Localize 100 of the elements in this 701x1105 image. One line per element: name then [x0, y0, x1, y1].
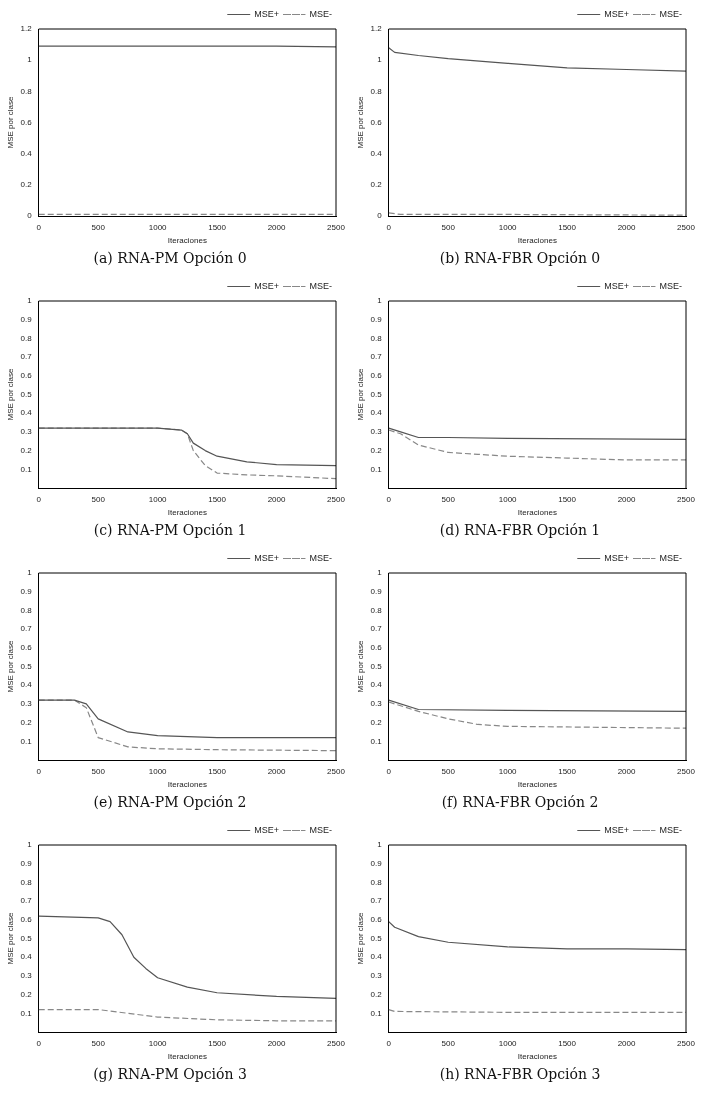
x-tick-label: 2500 — [677, 495, 696, 504]
y-tick-label: 0 — [27, 211, 33, 221]
x-tick-label: 2500 — [677, 1039, 696, 1048]
text: (e) RNA-PM Opción 2 — [93, 794, 247, 811]
x-tick-label: 1000 — [148, 1039, 168, 1048]
y-tick-label: 0.8 — [370, 333, 383, 343]
y-tick-label: 0.4 — [20, 408, 33, 418]
y-tick-label: 0.7 — [370, 896, 383, 906]
legend-label: MSE- — [659, 8, 682, 19]
x-tick-label: 1500 — [208, 495, 227, 504]
text: (d) RNA-FBR Opción 1 — [439, 522, 601, 539]
y-tick-label: 0.8 — [20, 333, 33, 343]
x-tick-label: 2500 — [677, 767, 696, 776]
y-tick-label: 0.3 — [20, 971, 33, 981]
y-axis-title: MSE por clase — [6, 95, 15, 149]
x-tick-label: 2500 — [327, 495, 346, 504]
y-tick-label: 0.4 — [20, 680, 33, 690]
x-tick-label: 1000 — [148, 495, 168, 504]
x-tick-label: 0 — [36, 1039, 42, 1048]
legend-label: MSE- — [659, 552, 682, 563]
x-tick-label: 2500 — [327, 1039, 346, 1048]
y-tick-label: 0.7 — [370, 624, 383, 634]
x-tick-label: 0 — [36, 767, 42, 776]
x-tick-label: 2000 — [617, 223, 636, 232]
y-tick-label: 0.2 — [370, 989, 383, 999]
y-tick-label: 0.1 — [370, 464, 383, 474]
x-axis-title: Iteraciones — [517, 1051, 557, 1061]
y-tick-label: 1 — [377, 296, 383, 306]
y-tick-label: 0.5 — [370, 389, 383, 399]
legend-label: MSE- — [309, 8, 332, 19]
x-tick-label: 1000 — [148, 767, 168, 776]
x-tick-label: 1500 — [558, 223, 577, 232]
y-tick-label: 0.4 — [370, 148, 383, 158]
y-tick-label: 0.5 — [370, 661, 383, 671]
x-tick-label: 2500 — [327, 223, 346, 232]
legend-label: MSE+ — [254, 8, 280, 19]
y-tick-label: 1 — [27, 296, 33, 306]
y-tick-label: 0.7 — [20, 624, 33, 634]
y-tick-label: 0.5 — [370, 933, 383, 943]
x-tick-label: 500 — [91, 1039, 106, 1048]
x-tick-label: 0 — [386, 495, 392, 504]
y-tick-label: 0.8 — [20, 877, 33, 887]
x-tick-label: 2000 — [267, 767, 286, 776]
y-tick-label: 0.1 — [370, 736, 383, 746]
y-tick-label: 0 — [377, 211, 383, 221]
y-tick-label: 0.1 — [370, 1008, 383, 1018]
text: (g) RNA-PM Opción 3 — [93, 1066, 247, 1083]
x-tick-label: 2500 — [327, 767, 346, 776]
y-tick-label: 0.6 — [370, 117, 383, 127]
legend-label: MSE+ — [604, 280, 630, 291]
x-tick-label: 1500 — [558, 1039, 577, 1048]
x-tick-label: 500 — [441, 495, 456, 504]
x-tick-label: 2000 — [617, 495, 636, 504]
x-tick-label: 1500 — [558, 767, 577, 776]
y-tick-label: 0.7 — [20, 352, 33, 362]
y-tick-label: 0.9 — [20, 858, 33, 868]
x-axis-title: Iteraciones — [517, 235, 557, 245]
y-tick-label: 0.4 — [370, 408, 383, 418]
y-axis-title: MSE por clase — [6, 639, 15, 693]
y-tick-label: 0.7 — [370, 352, 383, 362]
y-tick-label: 0.2 — [20, 717, 33, 727]
y-tick-label: 0.3 — [370, 971, 383, 981]
x-tick-label: 0 — [386, 223, 392, 232]
y-tick-label: 1.2 — [20, 24, 33, 34]
x-tick-label: 1000 — [498, 495, 518, 504]
legend-label: MSE- — [309, 552, 332, 563]
y-tick-label: 0.6 — [370, 915, 383, 924]
x-tick-label: 1000 — [498, 767, 518, 776]
text: (f) RNA-FBR Opción 2 — [441, 794, 599, 811]
legend-label: MSE- — [309, 280, 332, 291]
y-axis-title: MSE por clase — [6, 367, 15, 421]
y-tick-label: 1 — [377, 568, 383, 578]
x-axis-title: Iteraciones — [167, 1051, 207, 1061]
y-tick-label: 1 — [27, 568, 33, 578]
y-tick-label: 0.8 — [370, 605, 383, 615]
y-tick-label: 0.2 — [370, 445, 383, 455]
line-series — [388, 429, 686, 461]
y-axis-title: MSE por clase — [6, 911, 15, 965]
y-tick-label: 0.5 — [20, 661, 33, 671]
legend-label: MSE+ — [254, 824, 280, 835]
x-tick-label: 2000 — [267, 495, 286, 504]
y-tick-label: 1 — [377, 55, 383, 65]
legend-label: MSE- — [309, 824, 332, 835]
x-tick-label: 0 — [386, 767, 392, 776]
y-tick-label: 0.3 — [370, 427, 383, 437]
x-axis-title: Iteraciones — [167, 507, 207, 517]
y-tick-label: 0.6 — [20, 643, 33, 652]
x-tick-label: 500 — [441, 1039, 456, 1048]
x-axis-title: Iteraciones — [517, 779, 557, 789]
y-tick-label: 0.4 — [370, 952, 383, 962]
x-tick-label: 0 — [36, 223, 42, 232]
y-tick-label: 0.2 — [20, 180, 33, 190]
y-tick-label: 0.3 — [370, 699, 383, 709]
y-tick-label: 0.1 — [20, 1008, 33, 1018]
y-tick-label: 0.6 — [370, 643, 383, 652]
x-tick-label: 500 — [91, 223, 106, 232]
x-tick-label: 2500 — [677, 223, 696, 232]
line-series — [388, 701, 686, 729]
x-tick-label: 1000 — [498, 1039, 518, 1048]
y-tick-label: 0.7 — [20, 896, 33, 906]
